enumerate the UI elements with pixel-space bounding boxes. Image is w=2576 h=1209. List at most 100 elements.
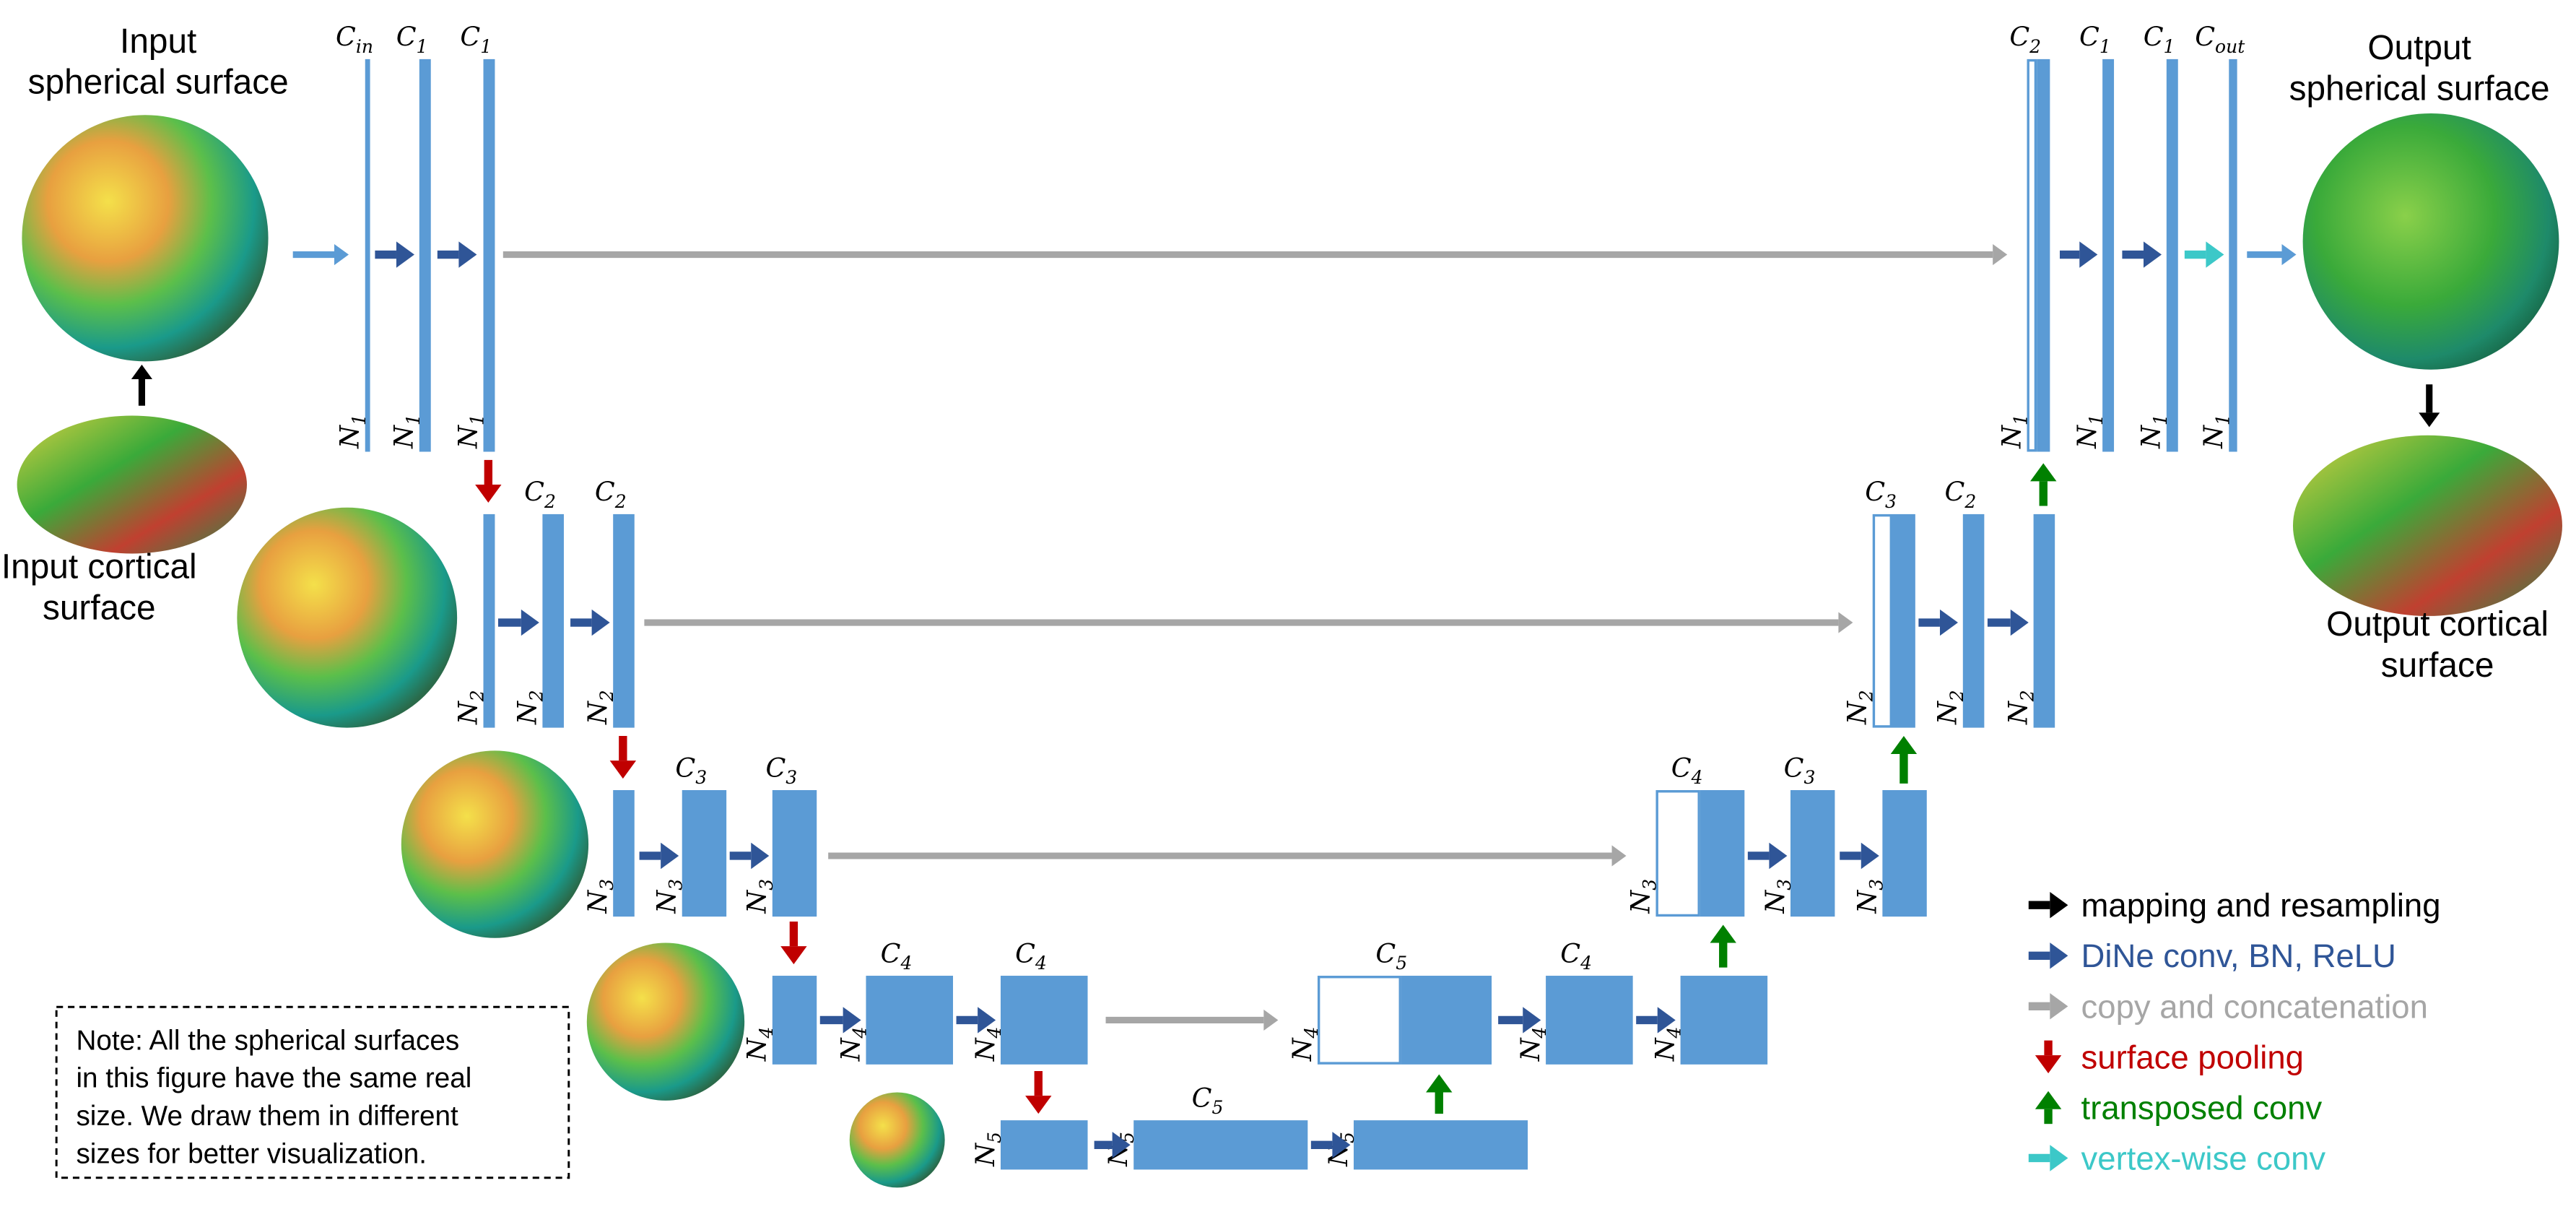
vertex-label-symbol: N <box>1287 1037 1318 1062</box>
arrow-head <box>2050 1145 2068 1171</box>
vertex-label-sub: 4 <box>984 1027 1005 1039</box>
block <box>483 58 495 452</box>
vertex-label-symbol: N <box>1759 890 1790 914</box>
arrow <box>1105 1009 1279 1031</box>
caption: spherical surface <box>28 64 289 102</box>
channel-label-symbol: C <box>336 22 356 53</box>
vertex-label-symbol: N <box>1851 890 1882 914</box>
channel-label: C1 <box>2144 22 2175 57</box>
arrow <box>609 735 637 779</box>
arrow-head <box>396 241 414 268</box>
arrow-head <box>1523 1007 1541 1034</box>
channel-label-sub: 1 <box>417 36 428 57</box>
vertex-label: N3 <box>1624 879 1660 914</box>
vertex-label-symbol: N <box>1842 701 1873 725</box>
block <box>1000 976 1088 1065</box>
vertex-label-symbol: N <box>2136 425 2167 449</box>
vertex-label-symbol: N <box>970 1037 1001 1062</box>
channel-label-sub: 3 <box>695 767 707 788</box>
input-sphere <box>22 115 269 362</box>
vertex-label: N3 <box>1851 879 1887 914</box>
arrow <box>729 842 770 870</box>
arrow-head <box>1769 842 1788 870</box>
arrow <box>780 921 807 965</box>
caption: spherical surface <box>2289 70 2550 108</box>
arrow <box>1498 1007 1541 1034</box>
arrow <box>2028 1145 2068 1171</box>
vertex-label-symbol: N <box>334 425 365 449</box>
channel-label: C1 <box>396 22 428 57</box>
channel-label: C1 <box>460 22 492 57</box>
arrow-head <box>2079 241 2098 268</box>
block <box>542 514 564 728</box>
arrow <box>2028 892 2068 919</box>
vertex-label: N4 <box>1649 1027 1684 1062</box>
block <box>613 790 635 917</box>
block-concat <box>1317 976 1401 1065</box>
arrow-head <box>1657 1007 1676 1034</box>
vertex-label: N2 <box>452 690 487 725</box>
arrow-head <box>2050 993 2068 1020</box>
block <box>613 514 635 728</box>
channel-label-symbol: C <box>881 938 901 969</box>
arrow-head <box>1025 1096 1052 1114</box>
channel-label-symbol: C <box>396 22 417 53</box>
block <box>1790 790 1835 917</box>
arrow-head <box>458 241 477 268</box>
arrow <box>2419 384 2440 428</box>
vertex-label-sub: 3 <box>1866 879 1887 890</box>
vertex-label-symbol: N <box>1996 425 2027 449</box>
arrow-head <box>2035 1091 2062 1109</box>
arrow <box>1840 842 1879 870</box>
arrow <box>1747 842 1788 870</box>
arrow-head <box>1263 1009 1279 1031</box>
arrow-head <box>1426 1074 1453 1093</box>
vertex-label-sub: 1 <box>467 414 488 425</box>
arrow <box>2122 241 2162 268</box>
channel-label: Cout <box>2195 22 2245 57</box>
block-concat <box>2027 58 2037 452</box>
arrow-head <box>1332 1132 1351 1158</box>
arrow-head <box>1939 609 1958 636</box>
vertex-label: N5 <box>970 1132 1005 1167</box>
arrow <box>956 1007 996 1034</box>
output-cortex <box>2292 435 2562 616</box>
vertex-label: N1 <box>334 414 370 449</box>
arrow <box>644 612 1853 633</box>
block <box>1353 1120 1528 1170</box>
channel-label-sub: 5 <box>1212 1097 1224 1118</box>
vertex-label-sub: 4 <box>1664 1027 1685 1039</box>
block <box>2166 58 2178 452</box>
vertex-label-sub: 2 <box>596 690 617 702</box>
vertex-label-symbol: N <box>582 701 613 725</box>
channel-label-symbol: C <box>2195 22 2215 53</box>
arrow-head <box>1993 243 2008 266</box>
legend-label: DiNe conv, BN, ReLU <box>2081 937 2396 974</box>
vertex-label-sub: 3 <box>1639 879 1660 890</box>
vertex-label-symbol: N <box>1932 701 1963 725</box>
channel-label-sub: 4 <box>1035 953 1047 974</box>
vertex-label-symbol: N <box>582 890 613 914</box>
sphere-level-2 <box>237 507 458 728</box>
arrow <box>2059 241 2098 268</box>
arrow <box>570 609 610 636</box>
arrow-head <box>1838 612 1853 633</box>
legend-label: transposed conv <box>2081 1089 2323 1126</box>
arrow <box>131 364 152 406</box>
caption: surface <box>2381 646 2494 685</box>
arrow <box>475 459 502 503</box>
channel-label-symbol: C <box>1375 938 1396 969</box>
vertex-label-symbol: N <box>2003 701 2034 725</box>
channel-label-symbol: C <box>524 477 544 508</box>
arrow <box>1890 735 1918 784</box>
sphere-level-5 <box>849 1092 945 1188</box>
block <box>1133 1120 1308 1170</box>
vertex-label-symbol: N <box>741 890 773 914</box>
block-concat <box>1872 514 1893 728</box>
arrow-head <box>780 946 807 965</box>
arrow-head <box>2050 942 2068 969</box>
channel-label-symbol: C <box>1192 1083 1212 1114</box>
channel-label: C1 <box>2079 22 2111 57</box>
channel-label-sub: in <box>356 36 373 57</box>
arrow-head <box>475 484 502 503</box>
